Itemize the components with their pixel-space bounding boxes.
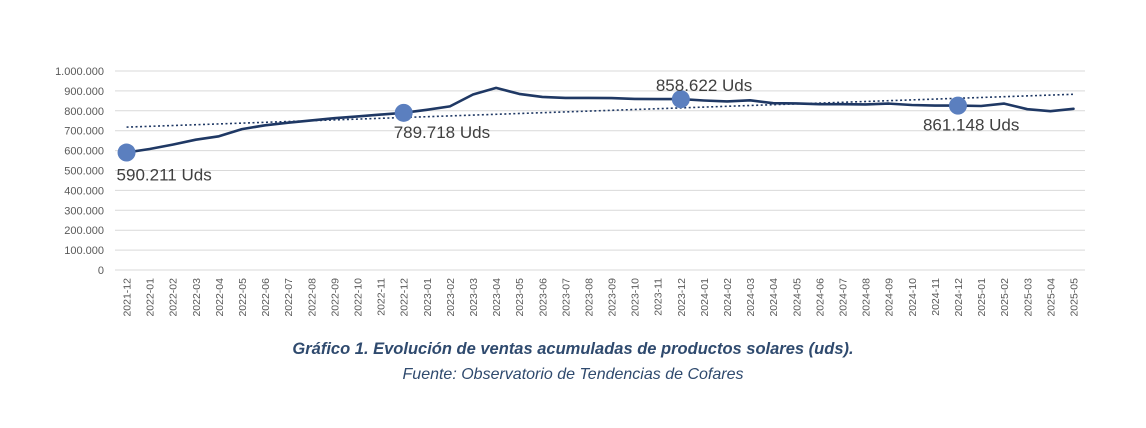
y-tick-label: 800.000	[64, 106, 104, 118]
x-tick-label: 2024-11	[930, 278, 942, 316]
x-tick-label: 2022-04	[214, 278, 226, 317]
series-line	[125, 86, 1075, 154]
highlight-label: 789.718 Uds	[394, 123, 490, 142]
y-tick-label: 600.000	[64, 146, 104, 158]
y-tick-label: 200.000	[64, 225, 104, 237]
y-tick-label: 900.000	[64, 86, 104, 98]
highlight-markers	[117, 90, 967, 162]
x-tick-label: 2024-05	[791, 278, 803, 317]
y-tick-label: 100.000	[64, 245, 104, 257]
highlight-label: 861.148 Uds	[923, 116, 1019, 135]
x-tick-label: 2022-09	[329, 278, 341, 317]
chart-caption-source: Fuente: Observatorio de Tendencias de Co…	[402, 366, 744, 383]
x-tick-label: 2025-04	[1045, 278, 1057, 317]
y-tick-label: 700.000	[64, 126, 104, 138]
x-tick-label: 2022-05	[237, 278, 249, 317]
x-tick-label: 2022-07	[283, 278, 295, 317]
x-tick-label: 2024-04	[768, 278, 780, 317]
y-tick-label: 500.000	[64, 166, 104, 178]
y-tick-label: 300.000	[64, 205, 104, 217]
x-tick-label: 2024-02	[722, 278, 734, 317]
chart-caption-title: Gráfico 1. Evolución de ventas acumulada…	[292, 340, 854, 358]
x-tick-label: 2023-10	[630, 278, 642, 317]
x-tick-label: 2022-10	[353, 278, 365, 317]
x-tick-label: 2025-05	[1068, 278, 1080, 317]
x-tick-label: 2023-03	[468, 278, 480, 317]
y-axis: 0 100.000 200.000 300.000 400.000 500.000 600.…	[55, 66, 104, 277]
x-tick-label: 2024-09	[884, 278, 896, 317]
x-tick-label: 2021-12	[122, 278, 134, 317]
x-tick-label: 2023-09	[607, 278, 619, 317]
x-tick-label: 2024-12	[953, 278, 965, 317]
highlight-label: 590.211 Uds	[117, 166, 212, 185]
x-axis: 2021-12 2022-01 2022-02 2022-03 2022-04 2022-…	[122, 278, 1081, 317]
x-tick-label: 2023-06	[537, 278, 549, 317]
highlight-marker	[117, 143, 136, 162]
x-tick-label: 2024-06	[814, 278, 826, 317]
gridlines	[115, 70, 1085, 271]
x-tick-label: 2023-02	[445, 278, 457, 317]
highlight-marker	[948, 96, 967, 115]
highlight-label: 858.622 Uds	[656, 76, 752, 95]
x-tick-label: 2022-02	[168, 278, 180, 317]
highlight-marker	[671, 90, 690, 109]
x-tick-label: 2024-10	[907, 278, 919, 317]
x-tick-label: 2023-01	[422, 278, 434, 317]
x-tick-label: 2023-04	[491, 278, 503, 317]
series-layer	[125, 86, 1075, 154]
x-tick-label: 2022-06	[260, 278, 272, 317]
trendline	[126, 93, 1074, 128]
x-tick-label: 2025-01	[976, 278, 988, 317]
x-tick-label: 2022-11	[376, 278, 388, 316]
x-tick-label: 2022-03	[191, 278, 203, 317]
x-tick-label: 2023-05	[514, 278, 526, 317]
x-tick-label: 2025-02	[999, 278, 1011, 317]
highlight-labels: 590.211 Uds 789.718 Uds 858.622 Uds 861.148…	[117, 76, 1020, 184]
x-tick-label: 2024-03	[745, 278, 757, 317]
x-tick-label: 2022-01	[145, 278, 157, 317]
y-tick-label: 400.000	[64, 185, 104, 197]
sales-line-chart: 0 100.000 200.000 300.000 400.000 500.000 600.…	[55, 66, 1085, 317]
x-tick-label: 2023-07	[560, 278, 572, 317]
y-tick-label: 1.000.000	[55, 66, 104, 78]
x-tick-label: 2024-08	[861, 278, 873, 317]
x-tick-label: 2023-12	[676, 278, 688, 317]
x-tick-label: 2022-12	[399, 278, 411, 317]
x-tick-label: 2024-07	[838, 278, 850, 317]
y-tick-label: 0	[98, 265, 104, 277]
x-tick-label: 2025-03	[1022, 278, 1034, 317]
x-tick-label: 2023-11	[653, 278, 665, 316]
trendline-layer	[126, 93, 1074, 128]
x-tick-label: 2023-08	[583, 278, 595, 317]
x-tick-label: 2022-08	[306, 278, 318, 317]
highlight-marker	[394, 103, 413, 122]
x-tick-label: 2024-01	[699, 278, 711, 317]
